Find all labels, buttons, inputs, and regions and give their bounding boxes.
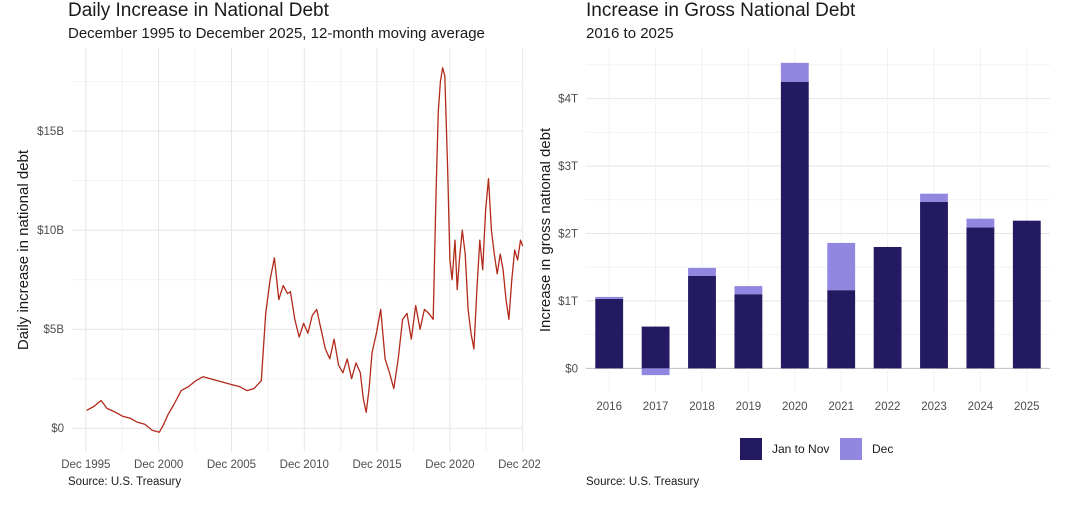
bar-jan-to-nov [641, 326, 670, 369]
x-tick-label: Dec 1995 [61, 459, 110, 471]
x-tick-label: 2019 [736, 401, 762, 413]
legend-swatch-jan-to-nov [740, 438, 762, 460]
bar-jan-to-nov [827, 290, 856, 369]
bar-dec [827, 242, 856, 291]
line-chart-source: Source: U.S. Treasury [68, 476, 182, 488]
x-tick-label: 2022 [875, 401, 901, 413]
x-tick-label: Dec 2020 [425, 459, 474, 471]
legend-swatch-dec [840, 438, 862, 460]
bar-jan-to-nov [734, 294, 763, 369]
y-tick-label: $2T [558, 228, 578, 240]
y-tick-label: $3T [558, 161, 578, 173]
bar-jan-to-nov [1012, 220, 1041, 369]
x-tick-label: Dec 2000 [134, 459, 183, 471]
x-tick-label: 2024 [968, 401, 994, 413]
bar-jan-to-nov [780, 81, 809, 369]
line-chart-subtitle: December 1995 to December 2025, 12-month… [68, 25, 485, 42]
y-tick-label: $10B [37, 225, 64, 237]
y-tick-label: $1T [558, 296, 578, 308]
bar-jan-to-nov [873, 246, 902, 369]
bar-chart-panel: Increase in Gross National Debt 2016 to … [540, 0, 1082, 510]
legend-label-dec: Dec [872, 442, 893, 456]
y-tick-label: $0 [51, 423, 64, 435]
bar-jan-to-nov [595, 298, 624, 369]
x-tick-label: 2021 [828, 401, 854, 413]
bar-chart-title: Increase in Gross National Debt [586, 0, 856, 21]
bar-dec [920, 193, 948, 202]
bar-chart-subtitle: 2016 to 2025 [586, 25, 674, 42]
y-tick-label: $4T [558, 94, 578, 106]
y-tick-label: $5B [44, 324, 65, 336]
line-chart-panel: Daily Increase in National Debt December… [0, 0, 540, 510]
bar-chart-source: Source: U.S. Treasury [586, 476, 700, 488]
x-tick-label: Dec 2010 [280, 459, 329, 471]
x-tick-label: Dec 2005 [207, 459, 256, 471]
bar-jan-to-nov [966, 227, 995, 369]
line-chart-title: Daily Increase in National Debt [68, 0, 329, 21]
bar-dec [734, 286, 763, 295]
x-tick-label: 2020 [782, 401, 808, 413]
bar-dec [966, 218, 995, 228]
x-tick-label: Dec 2015 [352, 459, 401, 471]
x-tick-label: 2025 [1014, 401, 1040, 413]
bar-jan-to-nov [920, 201, 948, 369]
bar-dec [780, 62, 809, 82]
x-tick-label: 2018 [689, 401, 715, 413]
x-tick-label: 2023 [921, 401, 947, 413]
bar-dec [595, 296, 624, 299]
bar-dec [641, 368, 670, 376]
debt-increase-line [86, 67, 524, 433]
x-tick-label: 2017 [643, 401, 669, 413]
y-axis-label: Daily increase in national debt [15, 149, 32, 350]
y-axis-label: Increase in gross national debt [540, 127, 554, 332]
bar-chart: $0 $1T $2T $3T $4T 2016 2017 2018 2019 2020 2021 20… [540, 48, 1050, 460]
y-tick-label: $0 [565, 363, 578, 375]
x-tick-label: Dec 2025 [498, 459, 540, 471]
x-tick-label: 2016 [596, 401, 622, 413]
y-tick-label: $15B [37, 126, 64, 138]
legend-label-jan-to-nov: Jan to Nov [772, 442, 829, 456]
bar-dec [688, 267, 716, 276]
line-chart: $0 $5B $10B $15B Dec 1995 Dec 2000 Dec 2005 Dec… [15, 48, 540, 471]
bar-jan-to-nov [688, 275, 716, 369]
